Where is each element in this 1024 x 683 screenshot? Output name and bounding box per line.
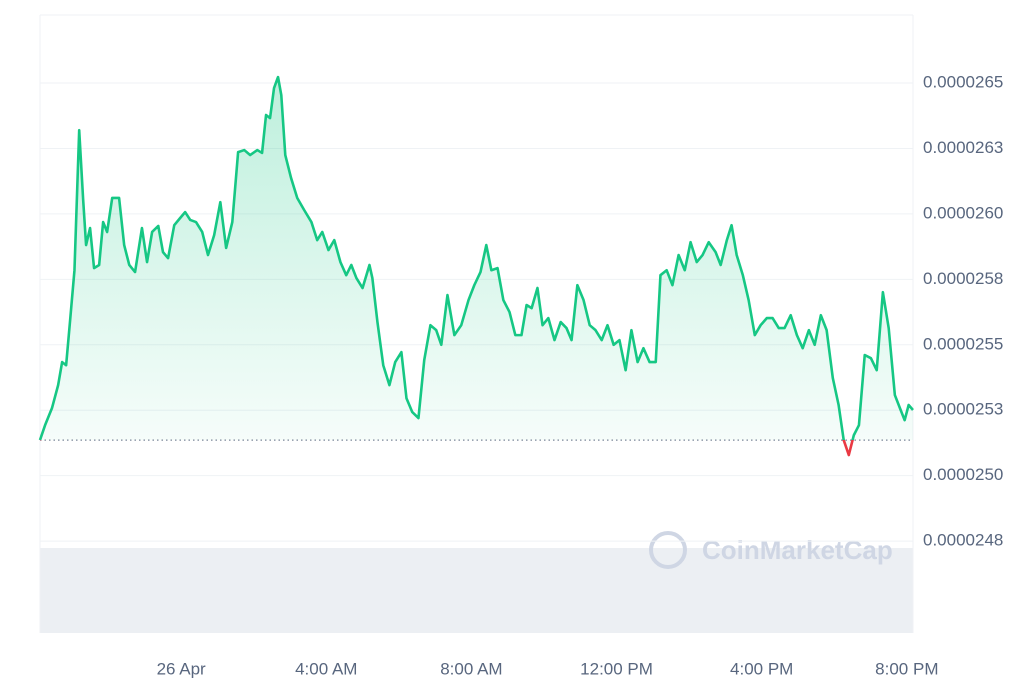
price-line — [38, 75, 914, 457]
x-tick-label: 8:00 PM — [875, 659, 938, 678]
x-tick-label: 26 Apr — [157, 659, 206, 678]
y-tick-label: 0.0000258 — [923, 269, 1003, 288]
y-tick-label: 0.0000253 — [923, 400, 1003, 419]
y-tick-label: 0.0000263 — [923, 138, 1003, 157]
watermark: CoinMarketCap — [649, 531, 893, 569]
watermark-logo — [649, 531, 687, 569]
x-tick-label: 4:00 PM — [730, 659, 793, 678]
y-tick-label: 0.0000250 — [923, 465, 1003, 484]
y-tick-label: 0.0000265 — [923, 73, 1003, 92]
y-tick-label: 0.0000248 — [923, 531, 1003, 550]
x-tick-label: 4:00 AM — [295, 659, 357, 678]
price-area — [40, 77, 913, 456]
volume-band — [40, 548, 913, 633]
watermark-text: CoinMarketCap — [702, 535, 893, 565]
x-tick-label: 12:00 PM — [580, 659, 653, 678]
y-tick-label: 0.0000255 — [923, 334, 1003, 353]
x-tick-label: 8:00 AM — [440, 659, 502, 678]
y-tick-label: 0.0000260 — [923, 203, 1003, 222]
